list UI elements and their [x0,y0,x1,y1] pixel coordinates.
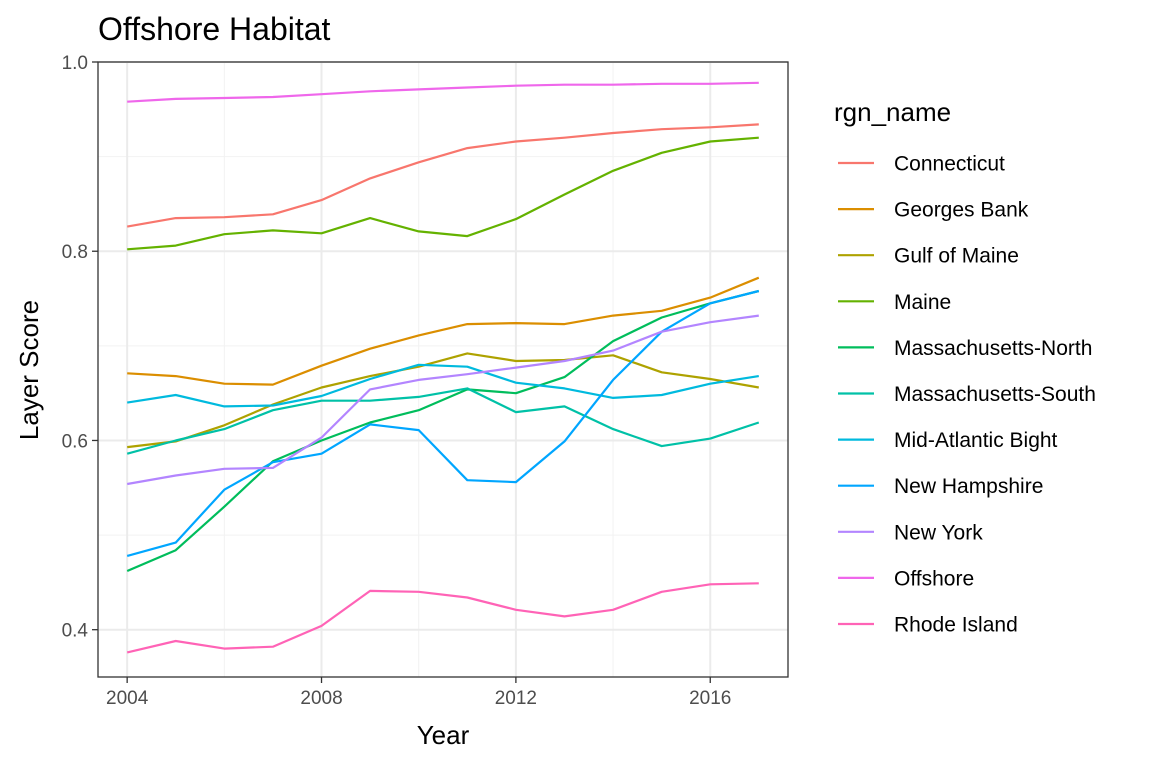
x-tick-label: 2008 [300,688,342,709]
series-line-massachusetts-south [126,387,760,455]
plot-panel-background [98,62,788,677]
series-lines [126,81,760,654]
legend-label: Maine [894,291,951,314]
legend: Connecticut Georges Bank Gulf of Maine Main… [838,153,1096,637]
x-tick-label: 2016 [689,688,731,709]
legend-label: New Hampshire [894,475,1043,498]
legend-label: Connecticut [894,153,1005,176]
series-line-offshore [127,81,759,103]
series-line-massachusetts-north [126,289,760,573]
x-axis-title: Year [417,720,470,750]
legend-title: rgn_name [834,97,951,127]
y-tick-label: 0.4 [62,621,89,642]
legend-label: Mid-Atlantic Bight [894,429,1058,452]
legend-label: Massachusetts-South [894,383,1096,406]
series-line-connecticut [127,123,759,228]
series-line-mid-atlantic-bight [127,363,759,408]
series-line-rhode-island [126,582,759,654]
legend-label: Gulf of Maine [894,245,1019,268]
x-tick-label: 2004 [106,688,149,709]
legend-label: Offshore [894,567,974,590]
series-line-maine [127,136,759,251]
y-tick-label: 1.0 [62,53,88,74]
chart-title: Offshore Habitat [98,11,331,47]
y-axis-title: Layer Score [14,300,44,440]
series-line-new-hampshire [126,289,760,557]
y-tick-label: 0.8 [62,242,88,263]
legend-label: Rhode Island [894,614,1018,637]
x-tick-label: 2012 [495,688,537,709]
plot-panel-border [97,61,789,678]
series-line-gulf-of-maine [127,352,759,449]
legend-label: Georges Bank [894,199,1029,222]
y-tick-label: 0.6 [62,431,88,452]
series-line-new-york [127,314,759,486]
series-line-georges-bank [127,276,760,386]
legend-label: Massachusetts-North [894,337,1092,360]
legend-label: New York [894,521,983,544]
axes: 2004 2008 2012 2016 0.4 0.6 0.8 1.0 [62,53,732,709]
